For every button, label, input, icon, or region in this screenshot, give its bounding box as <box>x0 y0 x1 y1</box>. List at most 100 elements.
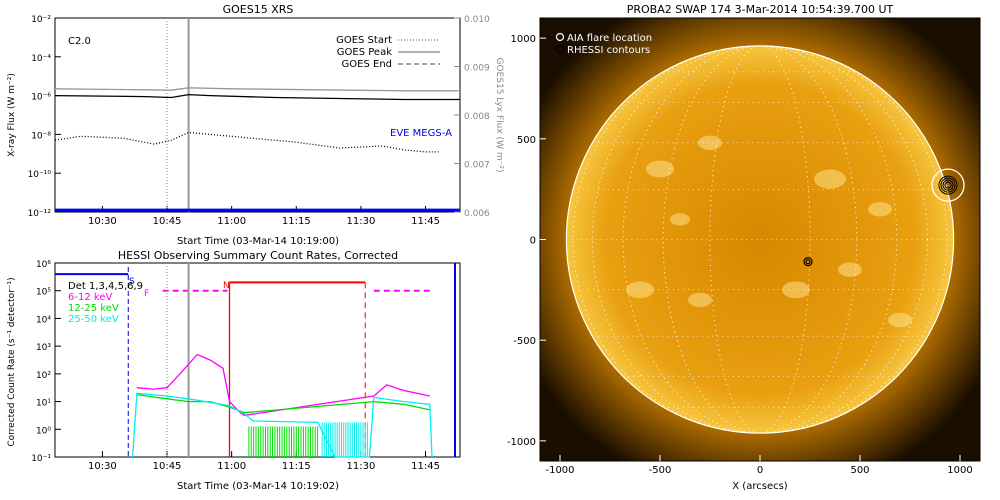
hessi-title: HESSI Observing Summary Count Rates, Cor… <box>118 249 398 262</box>
hessi-series-line-0 <box>136 353 430 417</box>
swap-legend-label: AIA flare location <box>567 33 652 44</box>
goes-legend-label: GOES End <box>342 59 392 70</box>
active-region <box>698 135 722 151</box>
active-region <box>670 213 690 226</box>
goes-y2-tick-label: 0.007 <box>464 161 490 171</box>
goes-series-line-1 <box>54 87 460 92</box>
goes-legend-label: GOES Start <box>336 35 392 46</box>
hessi-marker-n: N <box>223 281 230 291</box>
swap-x-tick-label: 1000 <box>947 465 972 476</box>
swap-title: PROBA2 SWAP 174 3-Mar-2014 10:54:39.700 … <box>627 3 894 16</box>
swap-y-tick-label: 0 <box>530 236 536 247</box>
hessi-y-tick-label: 10² <box>36 371 51 381</box>
goes-axes-frame <box>54 17 461 213</box>
goes-y2-tick-label: 0.009 <box>464 64 490 74</box>
hessi-axes-frame <box>54 262 461 458</box>
goes-x-tick-label: 11:00 <box>217 216 246 227</box>
active-region <box>888 312 912 328</box>
active-region <box>868 202 892 217</box>
swap-y-tick-label: -500 <box>513 336 536 347</box>
swap-y-tick-label: -1000 <box>507 437 536 448</box>
hessi-marker-f: F <box>144 289 149 299</box>
hessi-x-tick-label: 11:30 <box>346 461 375 472</box>
hessi-x-tick-label: 10:30 <box>88 461 117 472</box>
goes-x-tick-label: 11:30 <box>346 216 375 227</box>
goes-y2-tick-label: 0.008 <box>464 112 490 122</box>
swap-y-tick-label: 500 <box>517 135 536 146</box>
swap-legend-marker <box>555 44 565 54</box>
lon-grid-line <box>591 45 929 434</box>
hessi-legend-label: 6-12 keV <box>68 292 112 303</box>
hessi-plot: 10:30 10:45 11:00 11:15 11:30 11:45 10⁶ 10⁵ 10⁴ 1… <box>31 260 461 472</box>
rhessi-contour <box>940 177 956 193</box>
sun-disk <box>566 45 954 434</box>
rhessi-contour <box>944 181 952 189</box>
hessi-legend-label: Det 1,3,4,5,6,9 <box>68 281 143 292</box>
swap-x-tick-label: 0 <box>757 465 763 476</box>
hessi-y-tick-label: 10¹ <box>36 399 51 409</box>
swap-y-tick-label: 1000 <box>511 34 536 45</box>
goes-ylabel: X-ray Flux (W m⁻²) <box>7 73 17 157</box>
goes-title: GOES15 XRS <box>223 3 294 16</box>
lon-grid-line <box>709 45 811 434</box>
hessi-legend-label: 12-25 keV <box>68 303 119 314</box>
hessi-y-tick-label: 10⁵ <box>36 288 51 298</box>
hessi-y-tick-label: 10⁻¹ <box>31 454 51 464</box>
swap-xlabel: X (arcsecs) <box>732 481 788 492</box>
goes-x-tick-label: 10:30 <box>88 216 117 227</box>
hessi-series-line-1 <box>136 393 430 414</box>
swap-image <box>540 18 980 461</box>
goes-y-tick-label: 10⁻⁶ <box>31 93 51 103</box>
goes-y-tick-label: 10⁻⁸ <box>31 131 51 141</box>
hessi-x-tick-label: 11:15 <box>282 461 311 472</box>
rhessi-source-contour <box>803 257 813 267</box>
swap-x-tick-label: -500 <box>649 465 672 476</box>
rhessi-contour <box>942 179 954 191</box>
goes-y-tick-label: 10⁻² <box>31 15 51 25</box>
goes-y-tick-label: 10⁻¹² <box>28 209 52 219</box>
hessi-xlabel: Start Time (03-Mar-14 10:19:02) <box>177 481 339 492</box>
goes-class-label: C2.0 <box>68 36 91 47</box>
hessi-ylabel: Corrected Count Rate (s⁻¹ detector⁻¹) <box>7 277 17 446</box>
active-region <box>782 281 810 299</box>
active-region <box>838 262 862 277</box>
hessi-x-tick-label: 11:00 <box>217 461 246 472</box>
goes-legend-label: GOES Peak <box>337 47 392 58</box>
sun-limb <box>565 45 955 434</box>
hessi-y-tick-label: 10³ <box>36 343 51 353</box>
lon-grid-line <box>572 45 948 434</box>
goes-plot: 10:30 10:45 11:00 11:15 11:30 11:45 10⁻² 10⁻⁴ 10… <box>28 15 490 227</box>
hessi-legend-label: 25-50 keV <box>68 314 119 325</box>
swap-x-tick-label: -1000 <box>545 465 574 476</box>
hessi-y-tick-label: 10⁴ <box>36 315 51 325</box>
active-region <box>688 292 712 308</box>
goes-x-tick-label: 11:15 <box>282 216 311 227</box>
goes-y-tick-label: 10⁻¹⁰ <box>28 170 52 180</box>
swap-plot: -1000 -500 0 500 1000 1000 500 0 -500 -1000 AIA fl… <box>507 17 981 476</box>
hessi-series-line-2 <box>131 392 433 458</box>
hessi-y-tick-label: 10⁰ <box>36 426 51 436</box>
active-region <box>814 169 846 189</box>
goes-xlabel: Start Time (03-Mar-14 10:19:00) <box>177 236 339 247</box>
goes-x-tick-label: 11:45 <box>411 216 440 227</box>
rhessi-contour <box>938 175 958 195</box>
lon-grid-line <box>622 45 898 434</box>
hessi-y-tick-label: 10⁶ <box>36 260 51 270</box>
swap-legend-marker <box>555 32 565 42</box>
active-region <box>626 281 654 299</box>
hessi-x-tick-label: 10:45 <box>153 461 182 472</box>
swap-x-tick-label: 500 <box>850 465 869 476</box>
aia-flare-location-circle <box>931 168 965 202</box>
goes-y2label: GOES15 Lyx Flux (W m⁻²) <box>494 58 504 173</box>
swap-legend-label: RHESSI contours <box>567 45 650 56</box>
goes-y2-tick-label: 0.010 <box>464 15 490 25</box>
rhessi-source-contour <box>805 259 811 265</box>
active-region <box>646 160 674 178</box>
goes-eve-label: EVE MEGS-A <box>390 128 452 139</box>
hessi-x-tick-label: 11:45 <box>411 461 440 472</box>
goes-series-line-0 <box>54 93 460 101</box>
goes-y2-tick-label: 0.006 <box>464 209 490 219</box>
goes-series-line-2 <box>54 131 439 153</box>
goes-y-tick-label: 10⁻⁴ <box>31 54 51 64</box>
